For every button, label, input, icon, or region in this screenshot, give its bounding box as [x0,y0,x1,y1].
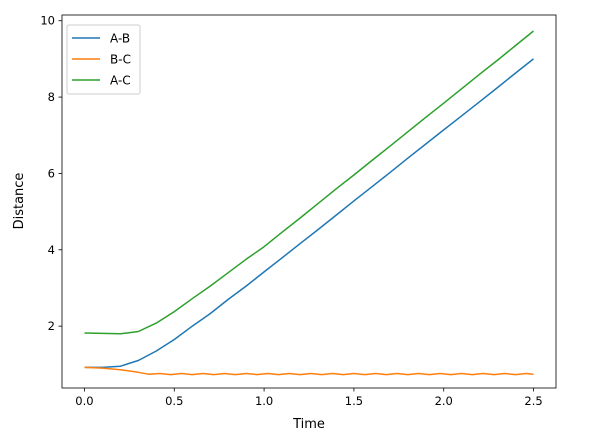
x-tick-label: 2.0 [435,394,453,408]
legend-label: A-B [110,32,130,46]
y-axis-label: Distance [12,173,27,230]
x-tick-label: 1.0 [255,394,273,408]
legend-label: B-C [110,53,131,67]
series-line-a-b [84,58,534,369]
legend-label: A-C [110,74,131,88]
y-tick-label: 8 [48,90,55,104]
x-tick-label: 0.0 [75,394,93,408]
y-tick-label: 10 [40,14,55,28]
x-tick-label: 2.5 [524,394,542,408]
series-line-b-c [84,366,534,376]
series-line-a-c [84,30,534,335]
plot-area [62,15,556,388]
legend: A-B B-C A-C [66,24,141,95]
x-tick-label: 0.5 [165,394,183,408]
x-tick-label: 1.5 [345,394,363,408]
axes-frame [61,14,557,389]
legend-box [66,24,141,95]
x-axis-label: Time [292,417,325,432]
y-tick-label: 2 [48,319,55,333]
y-tick-label: 6 [48,166,55,180]
y-tick-label: 4 [48,243,55,257]
